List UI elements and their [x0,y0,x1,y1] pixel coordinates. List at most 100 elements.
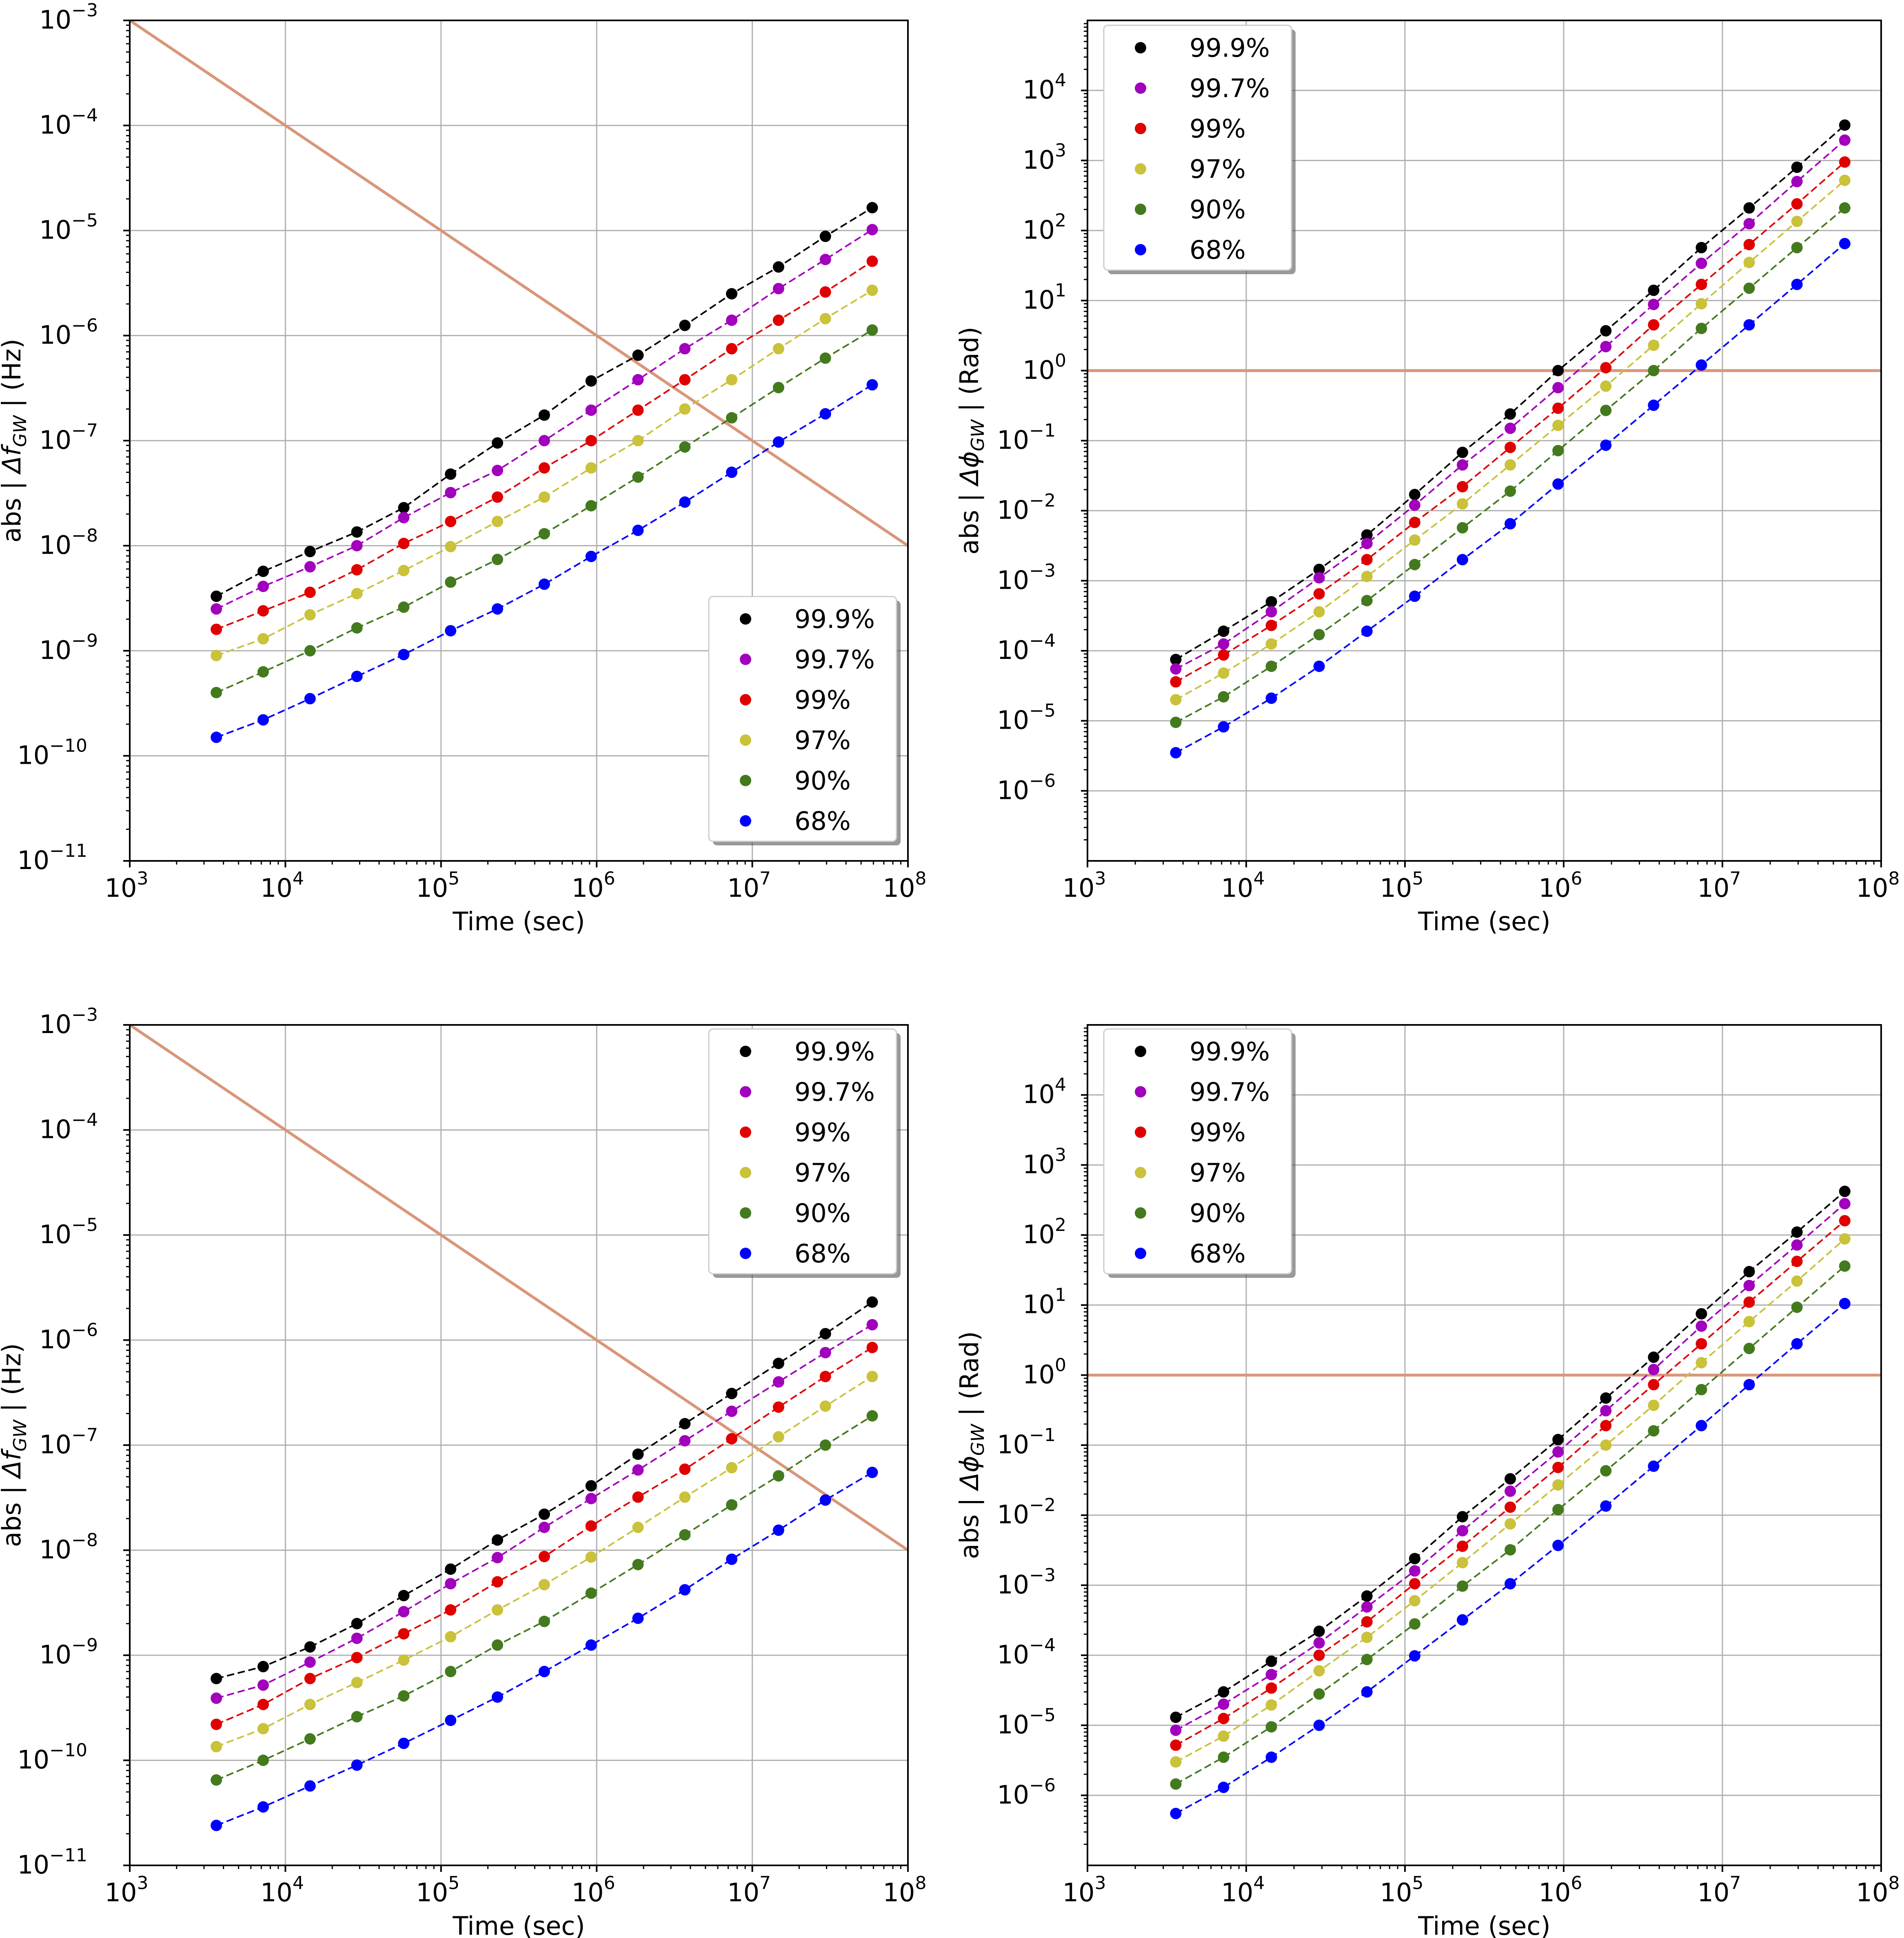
data-point [1313,1650,1325,1661]
legend-marker [1135,42,1146,53]
data-point [819,408,831,420]
data-point [585,1587,597,1599]
y-tick-exponent: −3 [1029,560,1056,581]
data-point [1600,1392,1612,1404]
data-point [304,609,316,621]
data-point [211,623,222,635]
data-point [1743,202,1755,214]
data-point [1313,661,1325,672]
legend-marker [740,1086,751,1098]
data-point [1791,1255,1803,1267]
data-point [1695,257,1707,269]
x-tick-exponent: 4 [1253,1873,1265,1894]
data-point [445,487,457,499]
data-point [632,524,644,536]
y-tick-exponent: 2 [1055,210,1066,231]
y-axis-label-prefix: abs | [0,1478,27,1547]
legend-entry: 99% [794,685,851,715]
data-point [1552,1504,1564,1516]
y-tick-exponent: 3 [1055,140,1066,161]
data-point [1218,1686,1229,1698]
legend-marker [740,694,751,705]
x-tick-exponent: 6 [604,868,615,889]
data-point [772,436,784,448]
y-tick-label: 100 [1023,350,1066,385]
data-point [398,512,410,523]
data-point [726,314,738,326]
y-tick-exponent: −10 [49,736,87,756]
legend-marker [740,1207,751,1219]
legend-entry: 99.9% [1189,33,1270,63]
data-point [538,528,550,540]
data-point [1791,1302,1803,1313]
legend-entry: 68% [794,806,851,836]
data-point [679,441,691,453]
data-point [1457,1540,1469,1552]
y-tick-exponent: 4 [1055,1075,1066,1095]
data-point [1552,1479,1564,1491]
y-tick-exponent: −4 [71,1110,98,1131]
x-tick-exponent: 7 [1729,1873,1741,1894]
data-point [866,324,878,336]
y-tick-exponent: −4 [71,105,98,126]
legend-marker [1135,1207,1146,1219]
y-tick-exponent: −7 [71,420,98,441]
x-tick-exponent: 7 [759,1873,771,1894]
data-point [351,622,363,634]
data-point [585,1492,597,1504]
y-tick-exponent: −11 [49,1845,87,1866]
data-point [1791,1275,1803,1287]
data-point [1600,1405,1612,1417]
data-point [1695,1320,1707,1332]
data-point [351,1618,363,1630]
legend-entry: 68% [794,1239,851,1268]
data-point [632,1491,644,1503]
y-tick-exponent: 3 [1055,1144,1066,1165]
data-point [1505,1485,1516,1497]
series-line [1175,243,1846,754]
data-point [726,1462,738,1474]
data-point [819,286,831,298]
data-point [1743,218,1755,230]
data-point [1600,341,1612,353]
x-tick-exponent: 7 [759,868,771,889]
data-point [1265,692,1277,704]
data-point [1457,522,1469,534]
data-point [492,603,504,615]
data-point [772,261,784,273]
data-point [819,1328,831,1339]
data-point [1218,1713,1229,1725]
data-point [1409,590,1420,602]
x-tick-exponent: 3 [1094,1873,1106,1894]
legend-marker [740,613,751,625]
x-tick-exponent: 7 [1729,868,1741,889]
legend-entry: 68% [1189,1239,1246,1268]
data-point [679,1463,691,1475]
data-point [492,554,504,565]
data-point [1313,588,1325,600]
y-tick-exponent: −5 [1029,701,1056,721]
data-point [257,633,269,645]
data-point [772,343,784,355]
data-point [1791,1226,1803,1238]
data-point [1218,1751,1229,1763]
data-point [866,1410,878,1422]
data-point [304,1699,316,1710]
data-point [819,231,831,242]
data-point [351,1711,363,1723]
y-axis-label-suffix: | (Hz) [0,1343,27,1420]
y-tick-exponent: −3 [71,0,98,21]
data-point [1457,446,1469,458]
y-tick-exponent: −11 [49,840,87,861]
data-point [1743,282,1755,294]
data-point [538,435,550,446]
y-tick-exponent: −5 [71,210,98,231]
data-point [1600,1439,1612,1451]
data-point [304,1656,316,1668]
data-point [538,1508,550,1520]
legend-entry: 99% [1189,114,1246,144]
data-point [1170,1807,1182,1819]
y-tick-label: 10−7 [39,420,98,455]
